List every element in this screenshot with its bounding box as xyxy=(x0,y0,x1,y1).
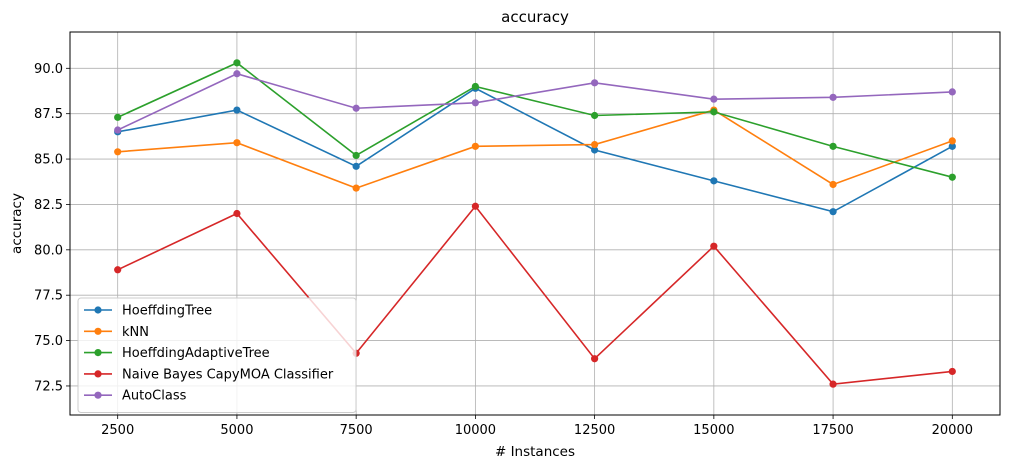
data-point xyxy=(471,142,479,150)
data-point xyxy=(352,151,360,160)
legend-label: HoeffdingAdaptiveTree xyxy=(122,346,270,361)
data-point xyxy=(948,173,956,181)
data-point xyxy=(948,88,956,96)
y-tick-label: 87.5 xyxy=(34,107,63,122)
axes: 2500 5000 7500 10000 12500 15000 17500 20000 72.… xyxy=(34,62,973,438)
series-line xyxy=(117,61,953,178)
legend-marker xyxy=(94,391,102,399)
legend-marker xyxy=(94,349,102,357)
x-tick-label: 2500 xyxy=(101,423,134,438)
y-axis-label: accuracy xyxy=(9,193,25,254)
data-point xyxy=(233,59,241,67)
data-point xyxy=(948,367,956,376)
data-point xyxy=(352,104,360,112)
x-tick-label: 20000 xyxy=(932,423,973,438)
plot-frame xyxy=(69,31,1001,416)
data-point xyxy=(829,142,837,150)
y-tick-label: 80.0 xyxy=(34,243,63,258)
series-lines xyxy=(114,59,956,388)
data-point xyxy=(591,146,599,154)
x-axis-label: # Instances xyxy=(495,444,575,460)
x-tick-label: 5000 xyxy=(220,423,253,438)
x-tick-label: 17500 xyxy=(812,423,853,438)
data-point xyxy=(948,142,956,150)
data-point xyxy=(829,380,837,388)
data-point xyxy=(829,93,837,101)
data-point xyxy=(471,99,479,107)
data-point xyxy=(829,208,837,216)
data-point xyxy=(591,79,599,87)
data-point xyxy=(114,148,122,156)
legend-marker xyxy=(94,327,102,335)
data-point xyxy=(114,126,122,134)
data-point xyxy=(471,82,479,91)
data-point xyxy=(233,209,241,218)
y-tick-label: 82.5 xyxy=(34,198,63,213)
y-tick-label: 72.5 xyxy=(34,379,63,394)
legend-box xyxy=(77,297,357,413)
data-point xyxy=(233,106,241,114)
legend-marker xyxy=(94,370,102,378)
y-tick-label: 90.0 xyxy=(34,62,63,77)
legend-label: HoeffdingTree xyxy=(122,304,212,319)
x-tick-label: 15000 xyxy=(693,423,734,438)
data-point xyxy=(829,180,837,189)
data-point xyxy=(710,108,718,116)
data-point xyxy=(710,95,718,103)
data-point xyxy=(948,137,956,145)
data-point xyxy=(471,202,479,210)
data-point xyxy=(114,113,122,121)
data-point xyxy=(710,177,718,185)
legend-label: Naive Bayes CapyMOA Classifier xyxy=(122,367,334,382)
data-point xyxy=(591,111,599,120)
data-point xyxy=(352,184,360,192)
x-tick-label: 7500 xyxy=(340,423,373,438)
series-line xyxy=(117,72,953,131)
data-point xyxy=(710,242,718,250)
legend-label: kNN xyxy=(122,325,149,340)
data-point xyxy=(591,140,599,149)
x-tick-label: 12500 xyxy=(574,423,615,438)
y-tick-label: 75.0 xyxy=(34,334,63,349)
data-point xyxy=(114,266,122,274)
x-tick-label: 10000 xyxy=(455,423,496,438)
legend-label: AutoClass xyxy=(122,389,187,404)
data-point xyxy=(352,162,360,170)
chart-title: accuracy xyxy=(501,8,569,26)
legend-marker xyxy=(94,306,102,314)
series-line xyxy=(117,87,953,213)
legend: HoeffdingTree kNN HoeffdingAdaptiveTree Nai… xyxy=(77,297,357,413)
data-point xyxy=(233,70,241,78)
y-tick-label: 85.0 xyxy=(34,153,63,168)
data-point xyxy=(233,139,241,147)
data-point xyxy=(591,355,599,363)
y-tick-label: 77.5 xyxy=(34,289,63,304)
series-line xyxy=(117,204,953,385)
series-line xyxy=(117,109,953,189)
